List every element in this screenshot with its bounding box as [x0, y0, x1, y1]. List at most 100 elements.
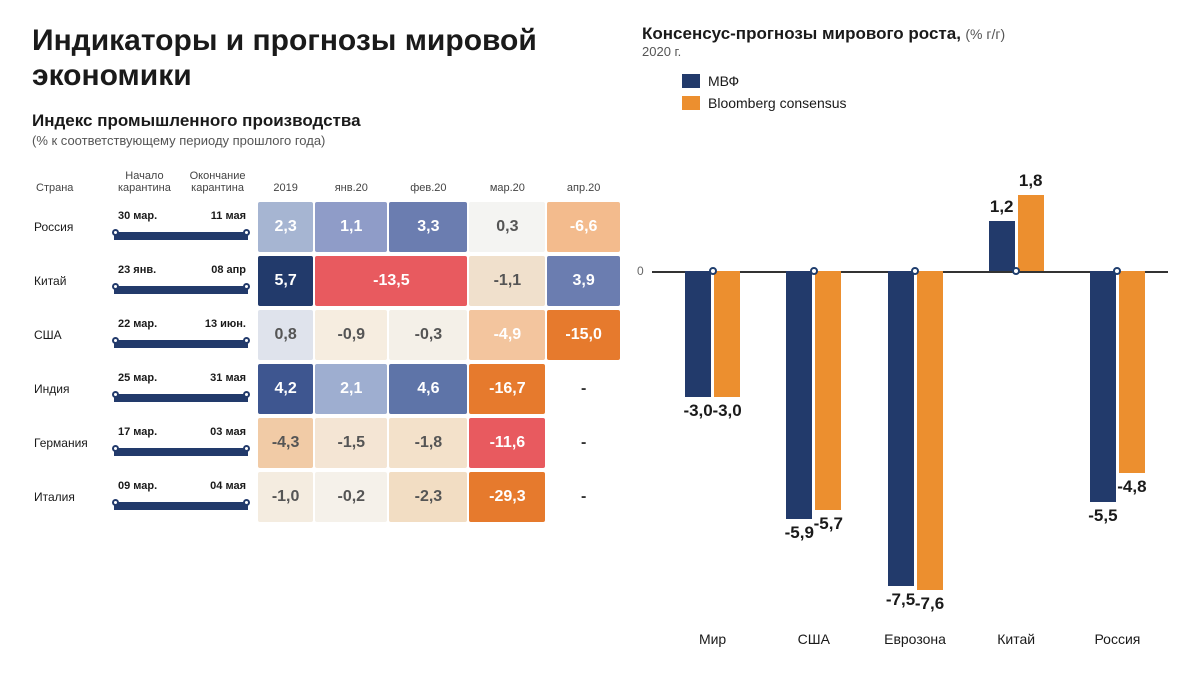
value-cell: -0,3	[389, 310, 467, 360]
bar-imf: 1,2	[989, 221, 1015, 271]
value-cell: 1,1	[315, 202, 387, 252]
table-row: Италия09 мар.04 мая-1,0-0,2-2,3-29,3-	[34, 472, 620, 522]
value-cell: -4,9	[469, 310, 545, 360]
legend-swatch	[682, 74, 700, 88]
country-cell: Германия	[34, 418, 104, 468]
chart-title: Консенсус-прогнозы мирового роста,	[642, 24, 961, 43]
range-dot-end	[243, 445, 250, 452]
chart-area: 0 -3,0-3,0-5,9-5,7-7,5-7,61,21,8-5,5-4,8…	[642, 121, 1168, 651]
country-cell: Китай	[34, 256, 104, 306]
value-cell: -2,3	[389, 472, 467, 522]
chart-title-row: Консенсус-прогнозы мирового роста, (% г/…	[642, 24, 1168, 44]
value-cell: 0,3	[469, 202, 545, 252]
range-bar	[114, 502, 248, 510]
quarantine-range: 23 янв. 08 апр	[106, 256, 256, 306]
range-bar	[114, 448, 248, 456]
value-cell: -0,2	[315, 472, 387, 522]
quarantine-range: 30 мар.11 мая	[106, 202, 256, 252]
table-title: Индекс промышленного производства	[32, 111, 622, 131]
bar-bloomberg: -3,0	[714, 271, 740, 397]
chart-sub: 2020 г.	[642, 44, 1168, 59]
x-axis-label: Китай	[966, 631, 1067, 647]
chart-legend: МВФ Bloomberg consensus	[682, 73, 1168, 111]
chart-title-note: (% г/г)	[965, 26, 1005, 42]
left-panel: Индикаторы и прогнозы мировой экономики …	[32, 24, 622, 651]
range-dot-start	[112, 283, 119, 290]
bars-container: -3,0-3,0-5,9-5,7-7,5-7,61,21,8-5,5-4,8	[662, 121, 1168, 621]
bar-value-label: -5,7	[814, 514, 843, 534]
bar-value-label: -3,0	[712, 401, 741, 421]
table-row: Германия17 мар.03 мая-4,3-1,5-1,8-11,6-	[34, 418, 620, 468]
bar-value-label: -4,8	[1117, 477, 1146, 497]
range-label-start: 17 мар.	[118, 426, 157, 438]
value-cell: -16,7	[469, 364, 545, 414]
x-axis-label: Мир	[662, 631, 763, 647]
value-cell: -11,6	[469, 418, 545, 468]
country-cell: Россия	[34, 202, 104, 252]
country-cell: Индия	[34, 364, 104, 414]
table-row: Россия30 мар.11 мая2,31,13,30,3-6,6	[34, 202, 620, 252]
range-bar	[114, 340, 248, 348]
range-dot-start	[112, 391, 119, 398]
value-cell: 0,8	[258, 310, 313, 360]
range-label-end: 04 мая	[210, 480, 246, 492]
range-dot-start	[112, 337, 119, 344]
value-cell: 3,9	[547, 256, 620, 306]
value-cell: -6,6	[547, 202, 620, 252]
range-dot-start	[112, 499, 119, 506]
value-cell: -	[547, 418, 620, 468]
value-cell: 5,7	[258, 256, 313, 306]
value-cell: -1,1	[469, 256, 545, 306]
table-note: (% к соответствующему периоду прошлого г…	[32, 133, 622, 148]
range-dot-start	[112, 445, 119, 452]
quarantine-range: 17 мар.03 мая	[106, 418, 256, 468]
bar-imf: -5,9	[786, 271, 812, 519]
x-axis-label: Россия	[1067, 631, 1168, 647]
range-label-start: 23 янв.	[118, 264, 156, 276]
value-cell: -1,0	[258, 472, 313, 522]
zero-dot	[911, 267, 919, 275]
range-label-end: 08 апр	[211, 264, 246, 276]
legend-item: Bloomberg consensus	[682, 95, 1168, 111]
value-cell: -	[547, 472, 620, 522]
production-table: Страна Начало карантина Окончание карант…	[32, 162, 622, 526]
range-label-start: 09 мар.	[118, 480, 157, 492]
bar-group: -3,0-3,0	[662, 121, 763, 621]
bar-value-label: 1,2	[990, 197, 1014, 217]
quarantine-range: 22 мар. 13 июн.	[106, 310, 256, 360]
bar-group: -7,5-7,6	[864, 121, 965, 621]
bar-imf: -3,0	[685, 271, 711, 397]
th-feb20: фев.20	[389, 166, 467, 198]
x-axis-label: Еврозона	[864, 631, 965, 647]
zero-dot	[1012, 267, 1020, 275]
zero-dot	[709, 267, 717, 275]
bar-group: 1,21,8	[966, 121, 1067, 621]
range-label-end: 13 июн.	[205, 318, 246, 330]
zero-label: 0	[637, 264, 644, 278]
th-country: Страна	[34, 166, 104, 198]
main-container: Индикаторы и прогнозы мировой экономики …	[32, 24, 1168, 651]
th-range-end: Окончание карантина	[183, 170, 253, 194]
range-bar	[114, 232, 248, 240]
legend-item: МВФ	[682, 73, 1168, 89]
bar-value-label: 1,8	[1019, 171, 1043, 191]
bar-bloomberg: -7,6	[917, 271, 943, 590]
country-cell: США	[34, 310, 104, 360]
bar-value-label: -5,9	[785, 523, 814, 543]
bar-value-label: -3,0	[683, 401, 712, 421]
value-cell: -29,3	[469, 472, 545, 522]
right-panel: Консенсус-прогнозы мирового роста, (% г/…	[642, 24, 1168, 651]
x-axis-label: США	[763, 631, 864, 647]
range-bar	[114, 394, 248, 402]
quarantine-range: 25 мар.31 мая	[106, 364, 256, 414]
bar-value-label: -7,6	[915, 594, 944, 614]
value-cell: -15,0	[547, 310, 620, 360]
range-dot-end	[243, 283, 250, 290]
range-label-start: 22 мар.	[118, 318, 157, 330]
bar-bloomberg: 1,8	[1018, 195, 1044, 271]
table-row: США22 мар.13 июн.0,8-0,9-0,3-4,9-15,0	[34, 310, 620, 360]
value-cell: -4,3	[258, 418, 313, 468]
zero-dot	[1113, 267, 1121, 275]
th-range-start: Начало карантина	[109, 170, 179, 194]
table-row: Индия25 мар.31 мая4,22,14,6-16,7-	[34, 364, 620, 414]
